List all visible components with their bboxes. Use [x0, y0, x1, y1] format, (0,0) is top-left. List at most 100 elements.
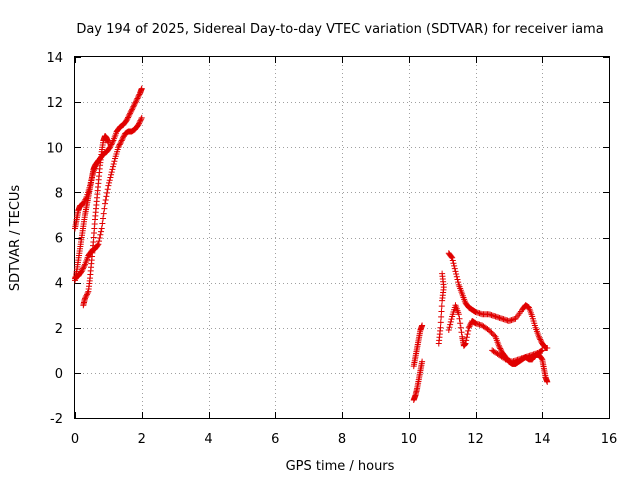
data-point	[111, 158, 118, 165]
data-point	[83, 292, 90, 299]
series-track-a	[72, 85, 145, 232]
data-point	[438, 308, 445, 315]
data-point	[138, 114, 145, 121]
data-point	[118, 137, 125, 144]
series-track-d	[72, 157, 102, 284]
x-tick-labels: 0 2 4 6 8 10 12 14 16	[71, 432, 617, 447]
data-point	[446, 324, 453, 331]
data-point	[136, 118, 143, 125]
data-point	[131, 100, 138, 107]
data-point	[82, 294, 89, 301]
data-point	[98, 225, 105, 232]
data-point	[447, 318, 454, 325]
data-point	[501, 355, 508, 362]
data-point	[102, 197, 109, 204]
data-point	[107, 144, 114, 151]
data-point	[438, 313, 445, 320]
data-point	[80, 264, 87, 271]
data-point	[463, 334, 470, 341]
data-point	[81, 262, 88, 269]
data-point	[458, 329, 465, 336]
data-point	[102, 200, 109, 207]
data-point	[489, 331, 496, 338]
data-point	[129, 106, 136, 113]
data-point	[450, 260, 457, 267]
x-tick-label: 12	[467, 432, 484, 447]
data-point	[544, 378, 551, 385]
data-point	[104, 189, 111, 196]
data-point	[108, 171, 115, 178]
data-point	[127, 109, 134, 116]
x-tick-label: 10	[400, 432, 417, 447]
data-point	[120, 134, 127, 141]
data-point	[84, 291, 91, 298]
data-point	[108, 141, 115, 148]
x-tick-label: 0	[71, 432, 79, 447]
data-point	[535, 333, 542, 340]
data-point	[133, 98, 140, 105]
data-point	[133, 96, 140, 103]
data-point	[454, 276, 461, 283]
data-point	[137, 117, 144, 124]
chart-title: Day 194 of 2025, Sidereal Day-to-day VTE…	[76, 22, 603, 37]
data-point	[536, 335, 543, 342]
data-point	[539, 347, 546, 354]
y-axis-label: SDTVAR / TECUs	[8, 185, 23, 292]
data-point	[135, 94, 142, 101]
data-point	[437, 324, 444, 331]
data-point	[135, 92, 142, 99]
data-point	[438, 303, 445, 310]
data-point	[132, 99, 139, 106]
data-point	[437, 319, 444, 326]
data-point	[456, 315, 463, 322]
data-point	[96, 234, 103, 241]
data-point	[128, 107, 135, 114]
data-point	[134, 95, 141, 102]
data-point	[488, 329, 495, 336]
data-point	[466, 323, 473, 330]
data-point	[419, 358, 426, 365]
data-point	[108, 169, 115, 176]
data-point	[95, 241, 102, 248]
data-point	[419, 322, 426, 329]
data-point	[445, 327, 452, 334]
series-track-f	[410, 322, 426, 370]
data-point	[99, 220, 106, 227]
data-point	[447, 321, 454, 328]
data-point	[457, 320, 464, 327]
series-track-h	[445, 250, 551, 352]
data-point	[544, 345, 551, 352]
data-point	[82, 295, 89, 302]
x-tick-label: 8	[338, 432, 346, 447]
data-point	[131, 102, 138, 109]
data-point	[496, 344, 503, 351]
data-point	[537, 336, 544, 343]
x-tick-label: 16	[601, 432, 618, 447]
series-track-e	[410, 358, 426, 403]
data-point	[487, 328, 494, 335]
data-point	[495, 342, 502, 349]
data-point	[453, 271, 460, 278]
series-track-c	[80, 132, 112, 309]
data-point	[537, 337, 544, 344]
x-tick-label: 6	[271, 432, 279, 447]
data-point	[135, 121, 142, 128]
data-point	[448, 253, 455, 260]
data-point	[110, 160, 117, 167]
data-point	[98, 228, 105, 235]
data-point	[117, 140, 124, 147]
data-point	[103, 193, 110, 200]
data-marks	[72, 85, 551, 403]
data-point	[126, 111, 133, 118]
plot-frame	[74, 56, 610, 419]
axis-ticks	[75, 57, 610, 419]
data-point	[125, 114, 132, 121]
data-point	[123, 117, 130, 124]
data-point	[451, 265, 458, 272]
data-point	[138, 116, 145, 123]
data-point	[448, 316, 455, 323]
data-point	[465, 327, 472, 334]
data-point	[465, 324, 472, 331]
data-point	[110, 163, 117, 170]
data-point	[80, 265, 87, 272]
